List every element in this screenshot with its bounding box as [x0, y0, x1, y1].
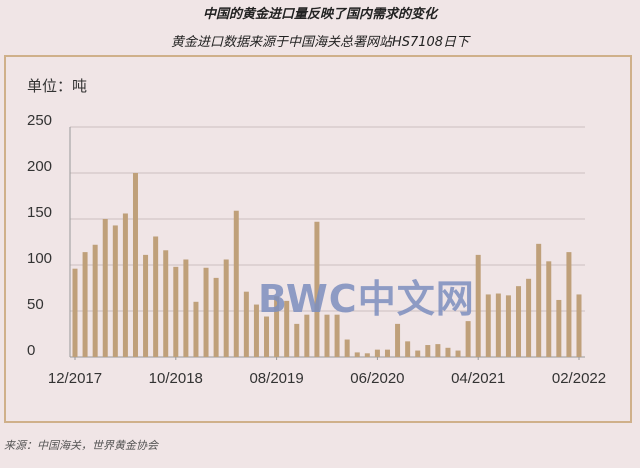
y-tick-label: 100: [27, 250, 52, 267]
bar: [556, 299, 562, 357]
bar: [495, 293, 501, 357]
bar: [455, 350, 461, 357]
bar: [304, 314, 310, 357]
bar: [445, 347, 451, 357]
chart-subtitle: 黄金进口数据来源于中国海关总署网站HS7108日下: [170, 35, 470, 50]
bar: [163, 250, 169, 357]
bar: [334, 314, 340, 357]
bar: [384, 349, 390, 357]
watermark: BWC中文网: [258, 277, 475, 321]
bar: [223, 259, 229, 357]
bar: [505, 295, 511, 357]
bar: [344, 339, 350, 357]
bar: [264, 316, 270, 357]
chart-title: 中国的黄金进口量反映了国内需求的变化: [202, 7, 437, 22]
x-tick-label: 06/2020: [350, 370, 404, 387]
bar: [314, 221, 320, 357]
bar: [274, 296, 280, 357]
y-axis-unit-label: 单位：吨: [27, 77, 88, 95]
bar: [576, 294, 582, 357]
x-tick-label: 12/2017: [48, 370, 102, 387]
bar: [82, 252, 88, 357]
bar: [284, 300, 290, 357]
bar: [425, 345, 431, 357]
bar: [112, 225, 118, 357]
bar: [475, 254, 481, 357]
x-tick-label: 04/2021: [451, 370, 505, 387]
bar: [415, 350, 421, 357]
x-tick-label: 08/2019: [249, 370, 303, 387]
bar: [435, 344, 441, 357]
source-note: 来源：中国海关，世界黄金协会: [4, 439, 158, 452]
y-tick-label: 250: [27, 112, 52, 129]
bar: [143, 254, 149, 357]
bar: [102, 219, 108, 357]
x-tick-label: 02/2022: [552, 370, 606, 387]
bar: [536, 243, 542, 357]
bar: [72, 268, 78, 357]
x-tick-label: 10/2018: [149, 370, 203, 387]
bar: [92, 244, 98, 357]
bar: [153, 236, 159, 357]
bar: [243, 291, 249, 357]
y-tick-label: 0: [27, 342, 35, 359]
bar: [566, 252, 572, 357]
bar: [546, 261, 552, 357]
bar: [526, 278, 532, 357]
bar: [364, 353, 370, 357]
bar: [485, 294, 491, 357]
bar: [395, 323, 401, 357]
bar: [122, 213, 128, 357]
bar: [294, 323, 300, 357]
bar: [405, 341, 411, 357]
bar: [354, 352, 360, 357]
bar: [516, 286, 522, 357]
chart-frame: [4, 55, 632, 423]
bar: [203, 267, 209, 357]
y-tick-label: 150: [27, 204, 52, 221]
bar: [132, 173, 138, 357]
bar: [213, 277, 219, 357]
y-tick-label: 50: [27, 296, 44, 313]
bar: [233, 210, 239, 357]
bar: [465, 321, 471, 357]
bar: [173, 266, 179, 357]
bar: [324, 314, 330, 357]
bar: [253, 304, 259, 357]
y-tick-label: 200: [27, 158, 52, 175]
bar: [183, 259, 189, 357]
bar: [374, 349, 380, 357]
bar: [193, 301, 199, 357]
